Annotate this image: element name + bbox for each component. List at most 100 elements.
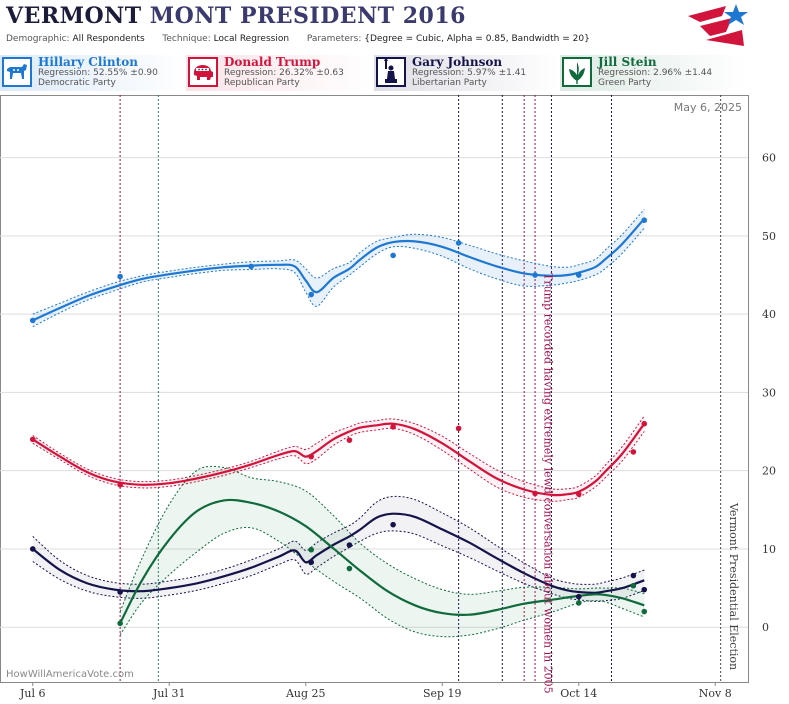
date-label: May 6, 2025 [674,101,742,114]
poll-point [29,436,36,443]
candidate-regression: Regression: 5.97% ±1.41 [412,68,527,78]
x-tick-label: Aug 25 [285,687,326,700]
leaf-icon [562,57,592,87]
series-line [32,512,645,594]
parameters-label: Parameters: [306,34,362,44]
series-line [119,498,645,624]
demographic-value: All Respondents [72,34,145,44]
poll-point [117,481,123,488]
series-line [32,217,646,322]
series-lines [32,217,646,624]
poll-point [641,217,648,224]
poll-point [346,565,353,572]
poll-point [308,546,315,553]
source-text: HowWillAmericaVote.com [6,669,134,680]
poll-point [248,263,254,270]
lower-bound-line [32,427,645,502]
x-axis: Jul 6 Jul 31 Aug 25 Sep 19 Oct 14 Nov 8 [19,682,732,700]
confidence-band [32,496,645,602]
regression-chart: Trump recorded having extremely lewd con… [0,95,776,700]
poll-point [117,273,123,280]
candidate-regression: Regression: 26.32% ±0.63 [224,68,344,78]
upper-bound-line [32,208,645,315]
plot-frame [0,95,749,683]
poll-point [308,291,315,298]
poll-point [641,420,648,427]
chart-title: VERMONT MONT PRESIDENT 2016 [6,3,466,29]
poll-point [308,453,315,460]
grid-lines [0,157,748,628]
candidate-party: Republican Party [224,78,300,88]
candidate-name: Gary Johnson [412,55,503,69]
poll-point [575,272,582,278]
poll-point [117,589,123,595]
candidate-name: Donald Trump [224,55,321,69]
poll-point [117,620,123,627]
confidence-band [32,209,645,327]
x-tick-label: Jul 6 [19,687,46,700]
poll-point [630,449,637,455]
candidate-party: Green Party [598,78,652,88]
legend-card-johnson: Gary Johnson Regression: 5.97% ±1.41 Lib… [374,55,560,91]
poll-point [346,542,353,548]
annotations: Trump recorded having extremely lewd con… [542,273,741,694]
candidate-legend: Hillary Clinton Regression: 52.55% ±0.90… [0,55,789,91]
y-tick-label: 60 [762,152,776,165]
poll-point [575,600,582,606]
upper-bound-line [32,495,645,585]
x-tick-label: Nov 8 [699,687,732,700]
technique-label: Technique: [162,34,211,44]
y-axis: 0 10 20 30 40 50 60 [762,152,776,635]
poll-point [641,586,648,593]
parameters-line: Demographic: All Respondents Technique: … [6,34,590,44]
poll-point [532,272,538,278]
legend-card-clinton: Hillary Clinton Regression: 52.55% ±0.90… [0,55,186,91]
poll-point [575,491,582,497]
candidate-regression: Regression: 2.96% ±1.44 [598,68,713,78]
y-tick-label: 40 [762,308,776,321]
y-tick-label: 10 [762,543,776,556]
poll-point [29,546,36,552]
poll-point [630,572,637,579]
donkey-icon [2,57,32,87]
parameters-value: {Degree = Cubic, Alpha = 0.85, Bandwidth… [364,34,590,44]
chart-header: VERMONT MONT PRESIDENT 2016 Demographic:… [0,0,789,52]
poll-point [29,317,36,324]
candidate-party: Democratic Party [38,78,116,88]
technique-value: Local Regression [213,34,290,44]
poll-point [455,425,462,432]
y-tick-label: 50 [762,230,776,243]
title-rest: MONT PRESIDENT 2016 [149,3,466,29]
poll-points [29,217,648,627]
x-tick-label: Sep 19 [423,687,462,700]
poll-point [641,608,648,615]
statue-of-liberty-icon [376,57,406,87]
y-tick-label: 20 [762,465,776,478]
lower-bound-line [119,526,645,638]
upper-bound-line [32,415,645,490]
poll-point [575,593,582,600]
event-lines [119,95,722,682]
x-tick-label: Jul 31 [152,687,186,700]
poll-point [455,240,462,246]
lower-bound-line [32,530,645,602]
title-state: VERMONT [6,3,142,29]
elephant-icon [188,57,218,87]
annotation-text: Vermont Presidential Election [727,502,740,670]
annotation-text: Trump recorded having extremely lewd con… [542,273,555,694]
star-flag-logo-icon [688,4,748,46]
poll-point [630,582,637,589]
candidate-name: Hillary Clinton [38,55,138,69]
confidence-band [120,466,645,637]
candidate-regression: Regression: 52.55% ±0.90 [38,68,158,78]
poll-point [390,252,396,259]
candidate-name: Jill Stein [598,55,657,69]
x-tick-label: Oct 14 [560,687,597,700]
poll-point [390,521,396,528]
poll-point [532,490,538,497]
poll-point [308,559,315,566]
y-tick-label: 30 [762,386,776,399]
legend-card-stein: Jill Stein Regression: 2.96% ±1.44 Green… [560,55,746,91]
demographic-label: Demographic: [6,34,70,44]
poll-point [346,437,353,443]
